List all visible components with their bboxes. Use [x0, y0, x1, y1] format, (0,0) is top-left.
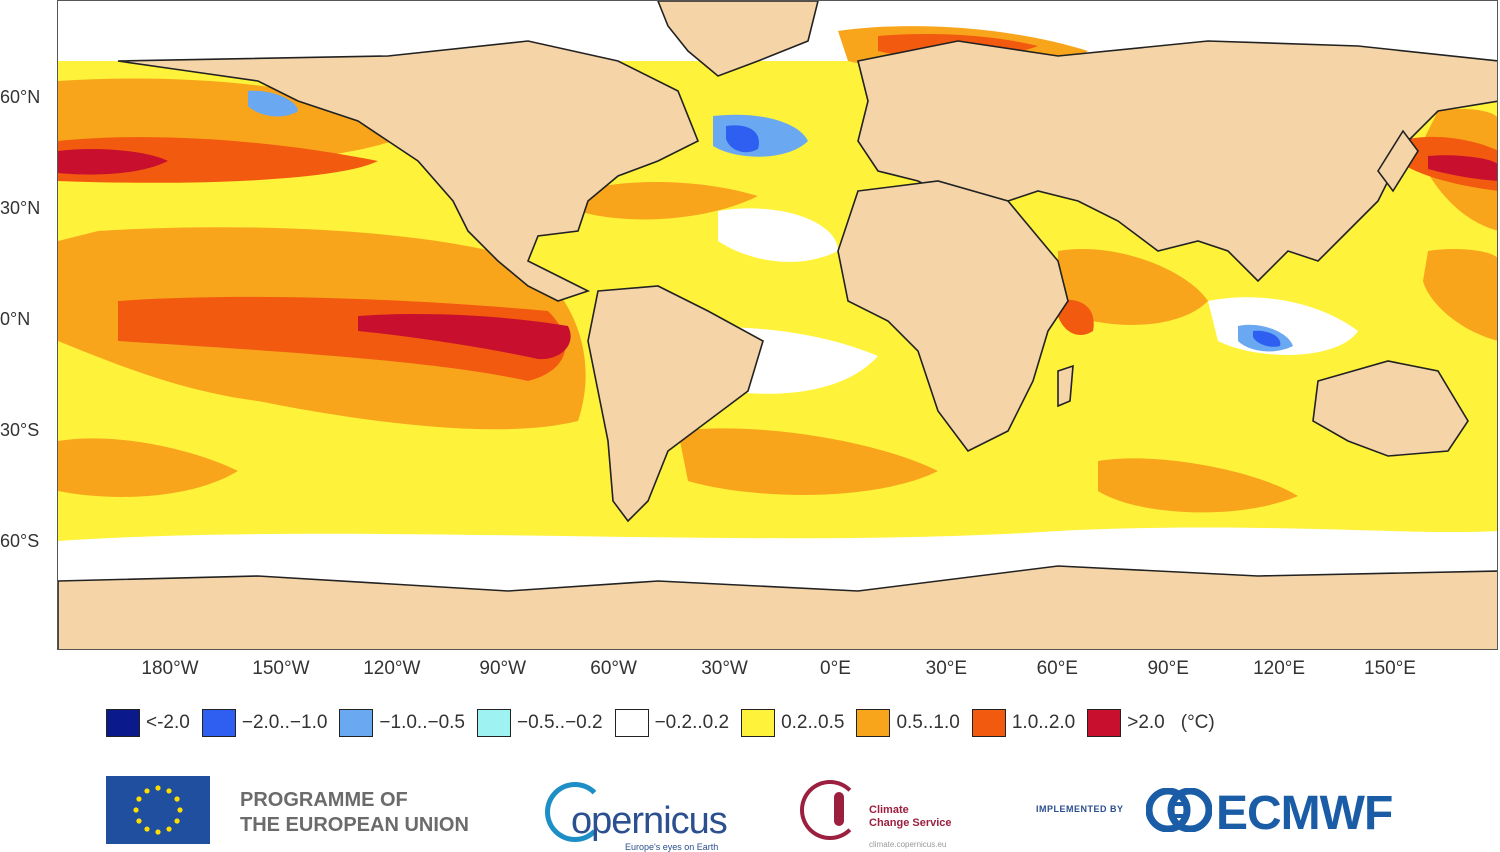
eu-star: [133, 807, 139, 813]
land-greenland: [657, 1, 819, 77]
lon-label: 60°E: [1036, 658, 1078, 679]
land-africa: [837, 180, 1069, 453]
eu-star: [166, 826, 172, 832]
eu-star: [166, 788, 172, 794]
legend-swatch: [1087, 709, 1122, 737]
logo-strip: PROGRAMME OF THE EUROPEAN UNION opernicu…: [0, 770, 1500, 852]
lon-label: 60°W: [590, 658, 637, 679]
eu-programme-text: PROGRAMME OF THE EUROPEAN UNION: [240, 788, 469, 838]
land-japan: [1377, 129, 1419, 193]
lat-label: 30°S: [0, 420, 40, 441]
legend-label: 0.5..1.0: [896, 712, 960, 733]
eu-star: [177, 807, 183, 813]
legend-item: <-2.0: [106, 709, 190, 737]
legend-item: −2.0..−1.0: [201, 709, 328, 737]
legend-label: <-2.0: [146, 712, 190, 733]
anomaly-band-dark-orange: [58, 34, 1497, 381]
ecmwf-mark-icon: [1146, 788, 1212, 832]
anomaly-band-orange: [58, 26, 1497, 513]
ocean-anomaly-layer: [58, 1, 1497, 649]
legend-label: 1.0..2.0: [1011, 712, 1076, 733]
c3s-logo: Climate Change Service climate.copernicu…: [800, 776, 990, 849]
eu-star: [155, 829, 161, 835]
thermometer-icon: [834, 792, 844, 826]
lon-label: 30°E: [925, 658, 968, 679]
eu-flag-logo: [106, 776, 210, 844]
c3s-title-line2: Change Service: [869, 817, 952, 829]
eu-star: [174, 818, 180, 824]
eu-star: [144, 788, 150, 794]
legend-unit: (°C): [1180, 712, 1215, 733]
lon-label: 120°W: [363, 658, 421, 679]
anomaly-band-cool-light: [248, 90, 1293, 352]
c3s-title: Climate Change Service: [869, 804, 979, 830]
c3s-title-line1: Climate: [869, 804, 909, 816]
land-north-america: [117, 40, 700, 302]
legend-item: 0.2..0.5: [741, 709, 844, 737]
legend-item: 1.0..2.0: [971, 709, 1076, 737]
eu-star: [136, 796, 142, 802]
lon-label: 150°E: [1364, 658, 1416, 679]
eu-text-line2: THE EUROPEAN UNION: [240, 814, 469, 836]
legend-item: −1.0..−0.5: [339, 709, 465, 737]
implemented-by-label: IMPLEMENTED BY: [1036, 804, 1124, 814]
map-canvas: [58, 1, 1497, 649]
eu-star: [136, 818, 142, 824]
anomaly-band-neutral: [58, 208, 1497, 649]
eu-star: [155, 785, 161, 791]
legend-label: −0.5..−0.2: [517, 712, 603, 733]
copernicus-wordmark: opernicus: [571, 800, 728, 842]
ecmwf-logo: ECMWF: [1146, 780, 1436, 840]
lat-label: 0°N: [0, 309, 31, 329]
legend-label: 0.2..0.5: [781, 712, 845, 733]
legend-swatch: [201, 709, 236, 737]
legend-swatch: [741, 709, 776, 737]
sst-anomaly-map: [57, 0, 1498, 650]
lon-label: 0°E: [820, 658, 851, 679]
eu-star: [144, 826, 150, 832]
legend-item: −0.2..0.2: [614, 709, 730, 737]
land-madagascar: [1057, 364, 1074, 408]
ecmwf-wordmark: ECMWF: [1216, 787, 1393, 840]
lon-label: 120°E: [1253, 658, 1306, 679]
legend-swatch: [614, 709, 649, 737]
legend-swatch: [106, 709, 140, 737]
color-legend: <-2.0 −2.0..−1.0 −1.0..−0.5 −0.5..−0.2 −0.2.…: [106, 706, 1215, 740]
eu-text-line1: PROGRAMME OF: [240, 789, 408, 811]
c3s-url: climate.copernicus.eu: [869, 840, 947, 849]
c3s-ring-icon: [800, 780, 860, 840]
legend-label: −0.2..0.2: [654, 712, 730, 733]
eu-star: [174, 796, 180, 802]
lon-label: 30°W: [701, 658, 748, 679]
lon-label: 180°W: [141, 658, 199, 679]
land-layer: [58, 1, 1497, 649]
legend-item: −0.5..−0.2: [477, 709, 603, 737]
lon-label: 150°W: [252, 658, 310, 679]
legend-label: −1.0..−0.5: [379, 712, 465, 733]
land-south-america: [587, 285, 764, 523]
legend-swatch: [339, 709, 374, 737]
copernicus-logo: opernicus Europe's eyes on Earth: [545, 776, 745, 852]
lon-label: 90°W: [479, 658, 527, 679]
land-antarctica: [58, 565, 1497, 649]
land-australia: [1312, 360, 1469, 457]
legend-swatch: [477, 709, 511, 737]
legend-label: >2.0: [1127, 712, 1165, 733]
legend-swatch: [856, 709, 891, 737]
lat-label: 60°N: [0, 86, 41, 107]
legend-label: −2.0..−1.0: [241, 712, 328, 733]
legend-swatch: [971, 709, 1006, 737]
eu-stars-icon: [133, 785, 183, 835]
lat-label: 60°S: [0, 531, 40, 552]
legend-item: 0.5..1.0: [856, 709, 960, 737]
legend-item: >2.0: [1087, 709, 1165, 737]
lat-label: 30°N: [0, 197, 41, 218]
lon-label: 90°E: [1147, 658, 1189, 679]
copernicus-ring-icon: [545, 782, 605, 842]
